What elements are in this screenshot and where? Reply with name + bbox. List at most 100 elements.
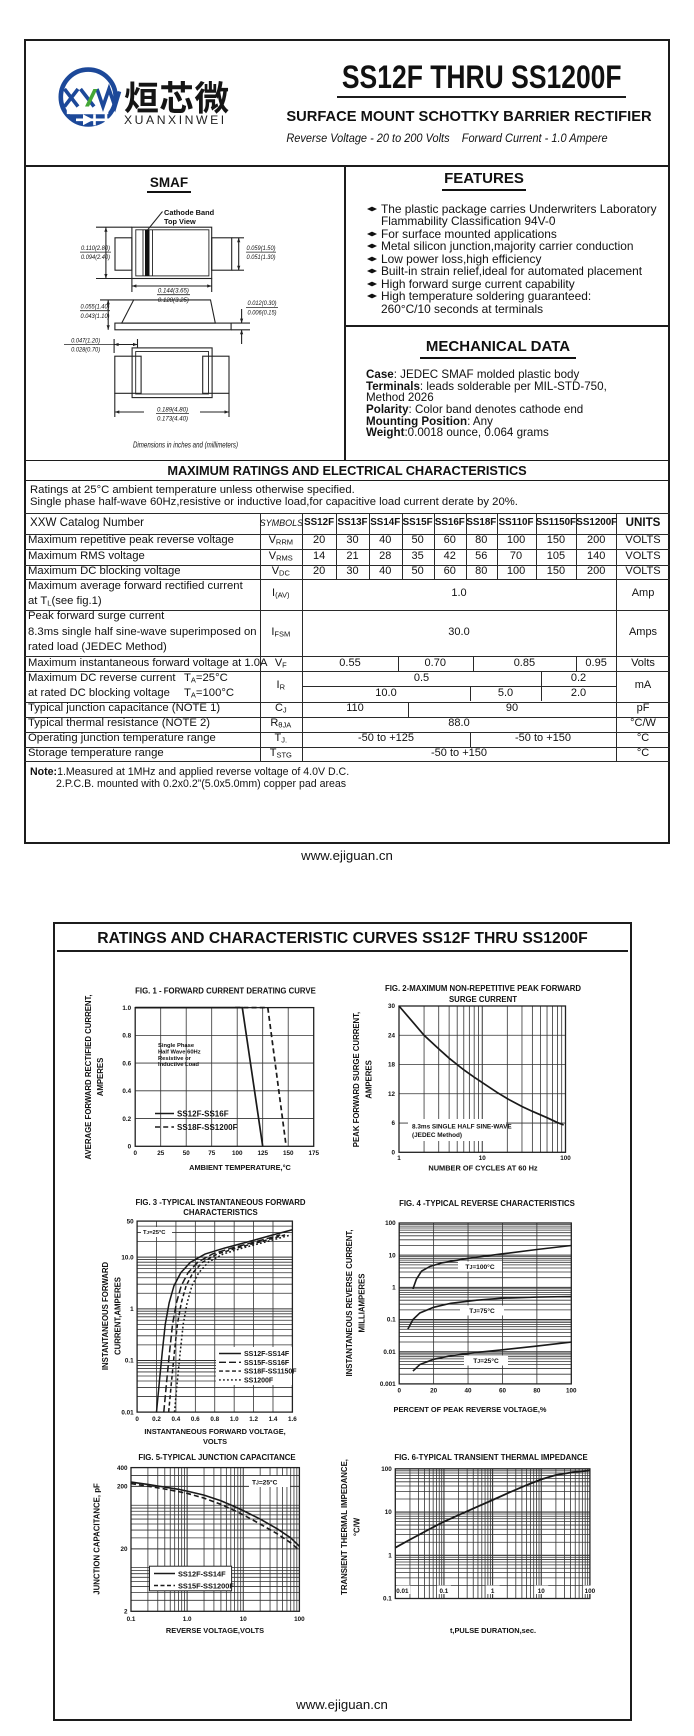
svg-text:0: 0 (135, 1416, 139, 1423)
svg-text:Inductive Load: Inductive Load (158, 1062, 199, 1068)
svg-text:10.0: 10.0 (121, 1254, 134, 1261)
svg-text:REVERSE VOLTAGE,VOLTS: REVERSE VOLTAGE,VOLTS (166, 1626, 264, 1635)
svg-text:1.0: 1.0 (122, 1005, 131, 1012)
svg-text:0.189(4.80): 0.189(4.80) (157, 406, 188, 413)
svg-text:20: 20 (120, 1546, 128, 1553)
svg-text:60: 60 (499, 1388, 507, 1395)
svg-text:0.001: 0.001 (380, 1381, 396, 1388)
svg-text:VOLTS: VOLTS (203, 1437, 227, 1446)
svg-text:100: 100 (560, 1155, 571, 1162)
svg-text:24: 24 (388, 1033, 396, 1040)
svg-text:0.01: 0.01 (396, 1588, 409, 1595)
svg-text:0.2: 0.2 (152, 1416, 161, 1423)
svg-text:0.1: 0.1 (127, 1616, 136, 1623)
svg-text:0.144(3.65): 0.144(3.65) (158, 288, 189, 295)
svg-text:10: 10 (389, 1252, 397, 1259)
svg-text:CHARACTERISTICS: CHARACTERISTICS (183, 1208, 258, 1217)
svg-text:0.1: 0.1 (387, 1317, 396, 1324)
svg-text:SS15F-SS1200F: SS15F-SS1200F (178, 1582, 234, 1591)
svg-text:0.1: 0.1 (440, 1588, 449, 1595)
svg-text:1: 1 (388, 1553, 392, 1560)
svg-text:SS15F-SS16F: SS15F-SS16F (244, 1360, 290, 1367)
svg-text:SS12F-SS16F: SS12F-SS16F (177, 1109, 229, 1118)
svg-text:FIG. 5-TYPICAL JUNCTION CAPACI: FIG. 5-TYPICAL JUNCTION CAPACITANCE (138, 1453, 295, 1462)
svg-text:0.6: 0.6 (191, 1416, 200, 1423)
svg-text:6: 6 (391, 1120, 395, 1127)
svg-text:12: 12 (388, 1091, 396, 1098)
svg-text:AMPERES: AMPERES (365, 1060, 374, 1099)
svg-text:Top View: Top View (164, 217, 196, 226)
svg-text:0.8: 0.8 (122, 1033, 131, 1040)
svg-text:TJ=25°C: TJ=25°C (473, 1357, 499, 1365)
svg-text:10: 10 (479, 1155, 487, 1162)
svg-text:TJ=25°C: TJ=25°C (143, 1230, 166, 1236)
svg-text:100: 100 (232, 1150, 243, 1157)
svg-text:FIG. 2-MAXIMUM NON-REPETITIVE: FIG. 2-MAXIMUM NON-REPETITIVE PEAK FORWA… (385, 984, 581, 993)
svg-text:TJ=25°C: TJ=25°C (252, 1479, 278, 1487)
svg-text:Cathode Band: Cathode Band (164, 208, 215, 217)
svg-text:1.4: 1.4 (269, 1416, 278, 1423)
svg-text:25: 25 (157, 1150, 165, 1157)
svg-text:100: 100 (585, 1588, 596, 1595)
svg-text:0.047(1.20): 0.047(1.20) (71, 337, 100, 344)
svg-text:INSTANTANEOUS FORWARD VOLTAGE,: INSTANTANEOUS FORWARD VOLTAGE, (144, 1427, 285, 1436)
svg-text:1: 1 (397, 1155, 401, 1162)
svg-text:0.059(1.50): 0.059(1.50) (247, 245, 276, 252)
svg-text:1: 1 (130, 1306, 134, 1313)
svg-text:Resistive or: Resistive or (158, 1056, 192, 1062)
svg-text:100: 100 (381, 1466, 392, 1473)
svg-text:TJ=75°C: TJ=75°C (469, 1307, 495, 1315)
svg-text:1: 1 (392, 1285, 396, 1292)
svg-text:125: 125 (257, 1150, 268, 1157)
svg-text:50: 50 (127, 1218, 135, 1225)
svg-text:MILLIAMPERES: MILLIAMPERES (358, 1274, 367, 1333)
svg-text:FIG. 6-TYPICAL TRANSIENT THERM: FIG. 6-TYPICAL TRANSIENT THERMAL IMPEDAN… (394, 1453, 587, 1462)
svg-text:0.4: 0.4 (122, 1088, 131, 1095)
svg-text:1.2: 1.2 (249, 1416, 258, 1423)
svg-text:SS12F-SS14F: SS12F-SS14F (244, 1351, 290, 1358)
svg-text:1: 1 (491, 1588, 495, 1595)
svg-text:INSTANTANEOUS FORWARD: INSTANTANEOUS FORWARD (101, 1261, 110, 1370)
svg-text:10: 10 (538, 1588, 546, 1595)
svg-text:FIG. 4 -TYPICAL REVERSE CHARAC: FIG. 4 -TYPICAL REVERSE CHARACTERISTICS (399, 1199, 575, 1208)
svg-text:SS12F-SS14F: SS12F-SS14F (178, 1570, 226, 1579)
svg-text:100: 100 (566, 1388, 577, 1395)
svg-text:Dimensions in inches and (mill: Dimensions in inches and (millimeters) (133, 440, 238, 449)
svg-text:0.006(0.15): 0.006(0.15) (248, 310, 277, 317)
svg-text:0.173(4.40): 0.173(4.40) (157, 416, 188, 423)
svg-text:AMPERES: AMPERES (96, 1058, 105, 1097)
svg-text:FIG. 3 -TYPICAL INSTANTANEOUS: FIG. 3 -TYPICAL INSTANTANEOUS FORWARD (135, 1198, 305, 1207)
svg-text:TRANSIENT THERMAL IMPEDANCE,: TRANSIENT THERMAL IMPEDANCE, (340, 1459, 349, 1595)
svg-text:SURGE CURRENT: SURGE CURRENT (449, 995, 517, 1004)
svg-text:0: 0 (128, 1144, 132, 1151)
svg-text:30: 30 (388, 1003, 396, 1010)
svg-text:80: 80 (533, 1388, 541, 1395)
svg-text:0.012(0.30): 0.012(0.30) (248, 300, 277, 307)
svg-text:AVERAGE FORWARD RECTIFIED CURR: AVERAGE FORWARD RECTIFIED CURRENT, (84, 994, 93, 1159)
svg-text:INSTANTANEOUS REVERSE CURRENT,: INSTANTANEOUS REVERSE CURRENT, (345, 1230, 354, 1377)
svg-text:0.028(0.70): 0.028(0.70) (71, 347, 100, 354)
svg-text:0.01: 0.01 (121, 1409, 134, 1416)
svg-text:0.4: 0.4 (172, 1416, 181, 1423)
svg-text:0.01: 0.01 (383, 1349, 396, 1356)
svg-text:150: 150 (283, 1150, 294, 1157)
svg-text:100: 100 (294, 1616, 305, 1623)
svg-text:0.043(1.10): 0.043(1.10) (81, 313, 110, 320)
svg-text:0.055(1.40): 0.055(1.40) (81, 304, 110, 311)
svg-text:1.0: 1.0 (183, 1616, 192, 1623)
svg-text:0.8: 0.8 (210, 1416, 219, 1423)
svg-text:40: 40 (464, 1388, 472, 1395)
svg-text:°C/W: °C/W (353, 1517, 362, 1536)
svg-text:SS18F-SS1200F: SS18F-SS1200F (177, 1123, 238, 1132)
svg-text:(JEDEC Method): (JEDEC Method) (412, 1132, 462, 1139)
svg-text:Half Wave 60Hz: Half Wave 60Hz (158, 1049, 201, 1055)
svg-text:Single Phase: Single Phase (158, 1043, 195, 1049)
svg-text:FIG. 1 - FORWARD CURRENT DERAT: FIG. 1 - FORWARD CURRENT DERATING CURVE (135, 987, 316, 996)
svg-text:8.3ms SINGLE HALF SINE-WAVE: 8.3ms SINGLE HALF SINE-WAVE (412, 1124, 512, 1131)
svg-text:SS1200F: SS1200F (244, 1378, 274, 1385)
svg-text:10: 10 (240, 1616, 248, 1623)
svg-text:AMBIENT TEMPERATURE,°C: AMBIENT TEMPERATURE,°C (189, 1163, 291, 1172)
svg-text:SS18F-SS1150F: SS18F-SS1150F (244, 1369, 297, 1376)
svg-text:PEAK FORWARD SURGE CURRENT,: PEAK FORWARD SURGE CURRENT, (352, 1012, 361, 1147)
svg-text:0.051(1.30): 0.051(1.30) (247, 254, 276, 261)
